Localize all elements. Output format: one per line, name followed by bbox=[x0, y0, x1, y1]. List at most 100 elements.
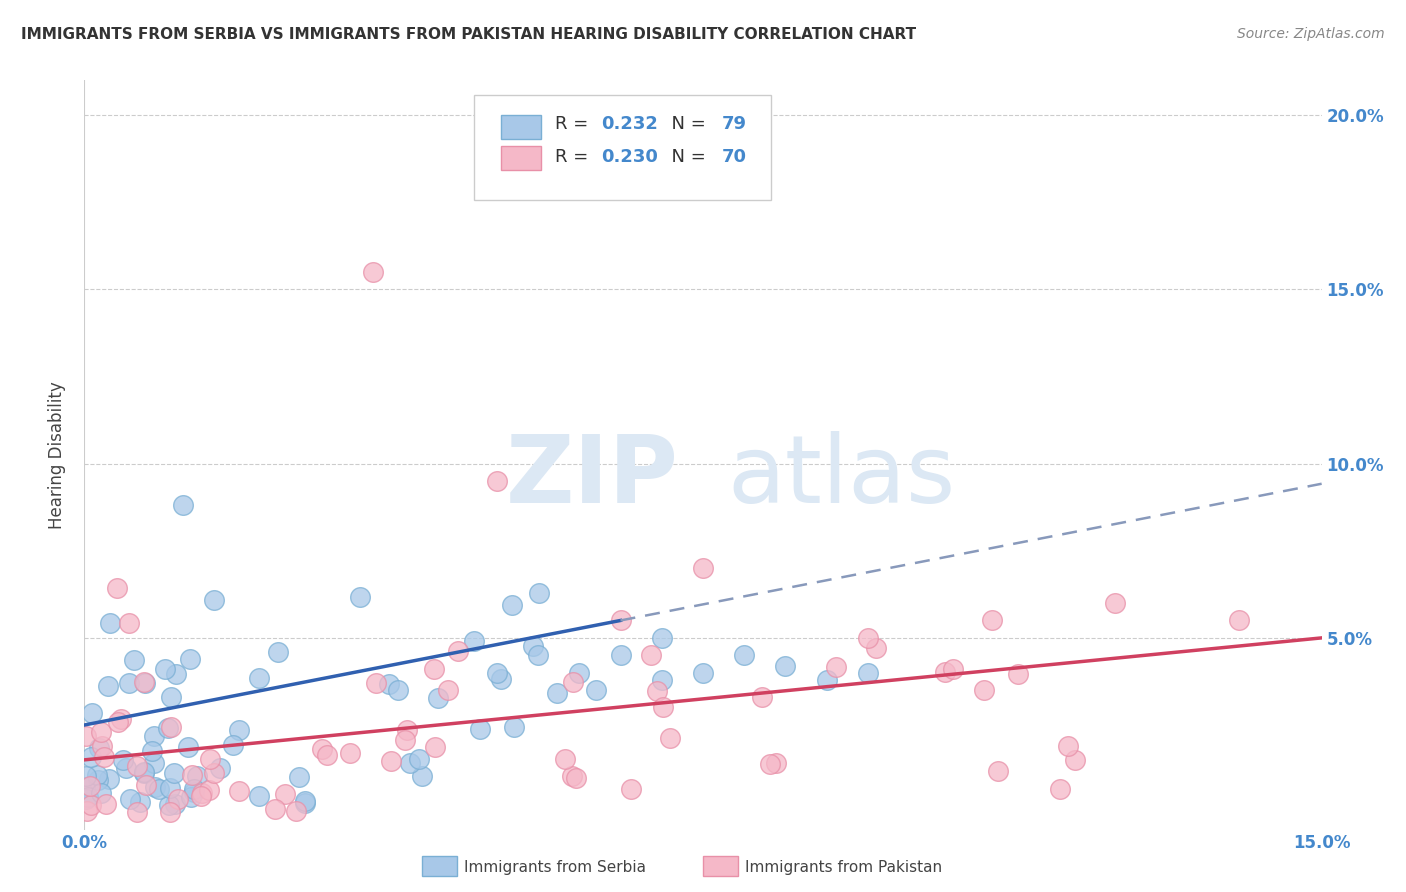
Text: R =: R = bbox=[554, 115, 593, 133]
Point bbox=[565, 772, 588, 786]
Point bbox=[176, 739, 198, 754]
Point bbox=[463, 634, 485, 648]
Point bbox=[209, 761, 232, 775]
Point bbox=[1104, 596, 1126, 610]
Point bbox=[485, 665, 508, 680]
Point bbox=[503, 720, 526, 734]
Point bbox=[489, 672, 512, 686]
Point bbox=[865, 640, 887, 655]
Point bbox=[163, 766, 186, 780]
Point bbox=[561, 674, 583, 689]
Point bbox=[640, 648, 662, 662]
Point bbox=[437, 683, 460, 698]
Point bbox=[80, 706, 103, 721]
Point bbox=[143, 780, 166, 794]
Point bbox=[127, 758, 149, 772]
Point bbox=[934, 665, 956, 680]
Point bbox=[107, 715, 129, 730]
Text: Immigrants from Serbia: Immigrants from Serbia bbox=[464, 860, 645, 874]
Point bbox=[364, 676, 387, 690]
Point bbox=[522, 640, 544, 654]
Point bbox=[204, 592, 226, 607]
Point bbox=[349, 590, 371, 604]
Point bbox=[609, 614, 631, 628]
Point bbox=[311, 742, 333, 756]
Point bbox=[79, 779, 101, 793]
Point bbox=[86, 768, 108, 782]
Point bbox=[527, 648, 550, 663]
Point bbox=[470, 722, 492, 736]
Text: Source: ZipAtlas.com: Source: ZipAtlas.com bbox=[1237, 27, 1385, 41]
Point bbox=[387, 683, 409, 698]
Point bbox=[294, 794, 316, 808]
Point bbox=[134, 676, 156, 690]
Point bbox=[120, 791, 142, 805]
Point bbox=[122, 653, 145, 667]
Point bbox=[111, 753, 134, 767]
Point bbox=[200, 752, 222, 766]
Point bbox=[399, 756, 422, 771]
Point bbox=[80, 798, 103, 813]
Point bbox=[294, 796, 316, 810]
Point bbox=[125, 805, 148, 819]
Point bbox=[824, 659, 846, 673]
Point bbox=[527, 586, 550, 600]
Point bbox=[76, 804, 98, 818]
Point bbox=[561, 769, 583, 783]
Text: IMMIGRANTS FROM SERBIA VS IMMIGRANTS FROM PAKISTAN HEARING DISABILITY CORRELATIO: IMMIGRANTS FROM SERBIA VS IMMIGRANTS FRO… bbox=[21, 27, 917, 42]
Text: atlas: atlas bbox=[728, 432, 956, 524]
Text: 79: 79 bbox=[721, 115, 747, 133]
Point bbox=[160, 721, 183, 735]
Point bbox=[198, 782, 221, 797]
Text: Immigrants from Pakistan: Immigrants from Pakistan bbox=[745, 860, 942, 874]
Point bbox=[77, 789, 100, 804]
Point bbox=[692, 561, 714, 575]
Point bbox=[186, 769, 208, 783]
Point bbox=[568, 665, 591, 680]
Point bbox=[157, 798, 180, 813]
Y-axis label: Hearing Disability: Hearing Disability bbox=[48, 381, 66, 529]
Point bbox=[394, 733, 416, 747]
Point bbox=[190, 786, 212, 800]
Point bbox=[775, 658, 797, 673]
Point bbox=[141, 744, 163, 758]
Point bbox=[316, 747, 339, 762]
Point bbox=[973, 683, 995, 698]
Point bbox=[183, 785, 205, 799]
Point bbox=[98, 615, 121, 630]
Point bbox=[153, 661, 176, 675]
Point bbox=[288, 770, 311, 784]
Point bbox=[651, 631, 673, 645]
Point bbox=[73, 780, 96, 795]
Point bbox=[90, 724, 112, 739]
Point bbox=[1049, 782, 1071, 797]
Point bbox=[987, 764, 1010, 778]
Point bbox=[733, 648, 755, 663]
Point bbox=[423, 662, 446, 676]
Point bbox=[651, 673, 673, 687]
Point bbox=[75, 729, 97, 743]
Point bbox=[485, 474, 508, 488]
Point bbox=[190, 789, 212, 804]
Point bbox=[91, 739, 114, 753]
Point bbox=[96, 797, 118, 812]
Point bbox=[619, 781, 641, 796]
Point bbox=[80, 750, 103, 764]
Point bbox=[423, 739, 446, 754]
Point bbox=[222, 739, 245, 753]
Point bbox=[759, 756, 782, 771]
Point bbox=[980, 614, 1002, 628]
Point bbox=[751, 690, 773, 704]
Text: R =: R = bbox=[554, 148, 593, 166]
Text: 70: 70 bbox=[721, 148, 747, 166]
Point bbox=[765, 756, 787, 771]
Point bbox=[159, 781, 181, 796]
Point bbox=[651, 699, 673, 714]
Point bbox=[228, 723, 250, 737]
Point bbox=[75, 769, 97, 783]
Text: ZIP: ZIP bbox=[505, 432, 678, 524]
Point bbox=[856, 665, 879, 680]
Point bbox=[159, 690, 181, 705]
Point bbox=[273, 787, 295, 801]
Point bbox=[1227, 614, 1250, 628]
